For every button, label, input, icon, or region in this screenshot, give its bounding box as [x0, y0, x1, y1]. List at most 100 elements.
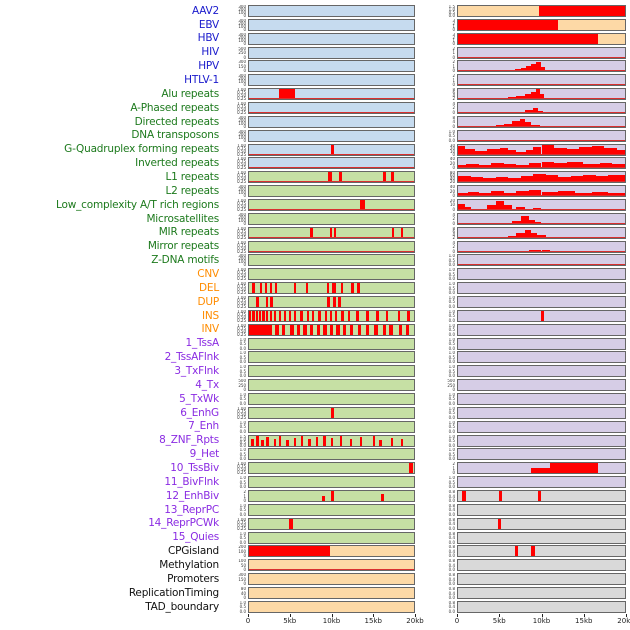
- y-axis-left: 1.0 0.5 0.0: [224, 448, 248, 460]
- y-tick-label: 1.00: [237, 309, 246, 314]
- track-row: CPGisland 200 100 0 0.8 0.4 0.0: [2, 545, 630, 559]
- signal-bar: [300, 435, 304, 446]
- signal-bar: [503, 192, 517, 197]
- y-tick-label: 100: [238, 23, 246, 29]
- track-label: 7_Enh: [188, 420, 219, 433]
- y-axis-right: 806040200: [439, 171, 457, 183]
- y-tick-label: 0: [243, 40, 246, 45]
- track-label: CNV: [197, 268, 219, 280]
- y-tick-label: 0.50: [237, 314, 246, 320]
- track-row: L2 repeats 300 200 100 0 40 20 0: [2, 184, 630, 198]
- track-panel-right: [457, 503, 626, 516]
- track-label: L1 repeats: [165, 170, 219, 183]
- signal-bar: [458, 193, 469, 197]
- y-tick-label: 100: [238, 9, 246, 15]
- x-tick-label: 20kb: [617, 616, 630, 625]
- track-label: CPGisland: [167, 545, 219, 558]
- y-tick-label: 80: [240, 587, 246, 592]
- signal-bar: [531, 546, 535, 557]
- y-tick-label: 0: [243, 262, 246, 267]
- signal-bar: [554, 147, 567, 155]
- track-label: Promoters: [167, 572, 219, 585]
- y-tick-label: 1.0: [448, 434, 455, 439]
- y-axis-left: 1.000.750.500.250.00: [224, 157, 248, 169]
- signal-bar: [487, 204, 496, 210]
- y-tick-label: 0: [243, 498, 246, 503]
- signal-bar: [330, 407, 334, 418]
- signal-bar: [305, 283, 309, 294]
- track-label: 14_ReprPCWk: [148, 517, 219, 530]
- track-label: INS: [201, 309, 219, 322]
- signal-bar: [256, 435, 259, 446]
- signal-bar: [252, 310, 255, 321]
- y-tick-label: 0: [243, 82, 246, 87]
- y-tick-label: 0: [452, 54, 455, 59]
- y-tick-label: 100: [238, 559, 246, 564]
- signal-bar: [296, 324, 301, 335]
- track-row: INV 1.000.750.500.250.00 1.00.50.0: [2, 323, 630, 337]
- signal-bar: [516, 207, 525, 210]
- y-tick-label: 0.25: [237, 276, 246, 281]
- track-panel-right: [457, 268, 626, 281]
- y-tick-label: 0.5: [448, 271, 455, 277]
- y-tick-label: 0.25: [237, 179, 246, 184]
- signal-bar: [531, 124, 540, 127]
- signal-bar: [310, 227, 313, 238]
- track-label: 1_TssA: [185, 337, 219, 350]
- y-tick-label: 0.4: [448, 576, 455, 582]
- y-tick-label: 40: [449, 176, 455, 182]
- y-tick-label: 0.5: [448, 396, 455, 402]
- y-tick-label: 4: [452, 231, 455, 237]
- y-tick-label: 0.0: [239, 442, 246, 447]
- y-tick-label: 100: [238, 134, 246, 140]
- track-row: ReplicationTiming 80 40 0 0.8 0.4 0.0: [2, 586, 630, 600]
- y-tick-label: 3: [452, 32, 455, 37]
- signal-bar: [574, 192, 592, 197]
- y-tick-label: 0.0: [448, 608, 455, 613]
- y-tick-label: 40: [449, 185, 455, 190]
- y-tick-label: 0.25: [237, 234, 246, 239]
- y-tick-label: 0.50: [237, 411, 246, 417]
- signal-bar: [327, 296, 330, 307]
- signal-bar: [390, 172, 395, 183]
- track-row: Z-DNA motifs 300 200 100 0 1.0 0.5 0.0: [2, 253, 630, 267]
- signal-bar: [466, 163, 479, 169]
- signal-bar: [487, 149, 500, 155]
- track-row: 9_Het 1.0 0.5 0.0 1.0 0.5 0.0: [2, 448, 630, 462]
- x-tick-label: 5kb: [492, 616, 506, 625]
- track-panel-left: [248, 226, 415, 239]
- y-tick-label: 100: [238, 79, 246, 85]
- signal-bar: [537, 235, 546, 238]
- signal-bar: [262, 310, 265, 321]
- signal-bar: [289, 518, 293, 529]
- track-panel-left: [248, 129, 415, 142]
- y-tick-label: 300: [238, 32, 246, 37]
- y-tick-label: 200: [238, 6, 246, 12]
- track-row: A-Phased repeats 1.000.750.500.250.00 420: [2, 101, 630, 115]
- y-tick-label: 500: [238, 379, 246, 384]
- x-tick-mark: [499, 613, 501, 617]
- y-tick-label: 8: [452, 88, 455, 93]
- y-tick-label: 0.25: [237, 470, 246, 475]
- track-row: TAD_boundary 1.0 0.5 0.0 0.8 0.4 0.0: [2, 600, 630, 614]
- signal-bar: [498, 518, 502, 529]
- track-label: AAV2: [191, 4, 219, 17]
- y-axis-left: 300 200 100 0: [224, 130, 248, 142]
- track-panel-right: [457, 351, 626, 364]
- signal-bar: [491, 191, 504, 197]
- track-label: L2 repeats: [165, 184, 219, 197]
- y-axis-right: 1.0 0.5 0.0: [439, 365, 457, 377]
- y-tick-label: 1.0: [239, 476, 246, 481]
- track-panel-left: [248, 462, 415, 475]
- y-tick-label: 0.5: [448, 327, 455, 333]
- y-tick-label: 0.5: [239, 424, 246, 430]
- y-axis-right: 86420: [439, 227, 457, 239]
- y-tick-label: 0.4: [448, 521, 455, 527]
- y-tick-label: 20: [449, 198, 455, 203]
- signal-bar: [366, 310, 369, 321]
- y-tick-label: 0.8: [448, 531, 455, 536]
- signal-bar: [516, 190, 529, 197]
- signal-bar: [330, 437, 334, 446]
